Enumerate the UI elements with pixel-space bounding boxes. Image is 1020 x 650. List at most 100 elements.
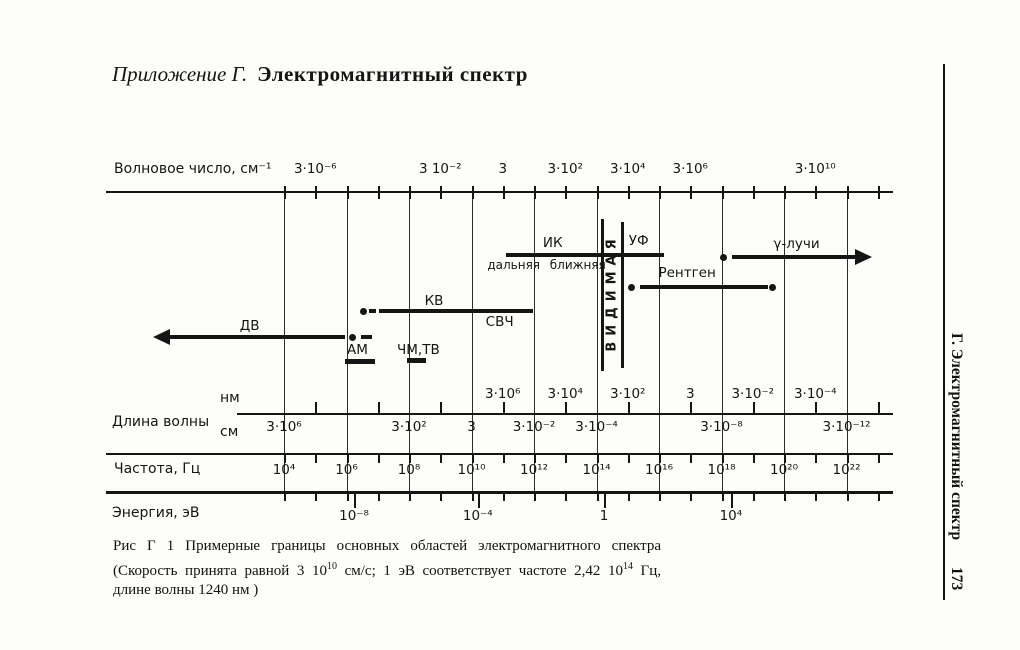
energy-tick	[730, 494, 733, 508]
axis-tick	[315, 186, 318, 199]
energy-tick-label: 1	[599, 508, 609, 524]
grid-line	[596, 193, 598, 493]
sidebar-rule	[943, 64, 945, 600]
frequency-tick-label: 10¹⁶	[644, 462, 673, 478]
band-label: γ-лучи	[773, 236, 820, 252]
grid-line	[534, 193, 535, 493]
band-label: ИК	[542, 235, 563, 251]
frequency-tick-label: 10¹⁸	[707, 462, 736, 478]
page-title: Приложение Г. Электромагнитный спектр	[112, 62, 528, 87]
arrowhead-right-icon	[854, 249, 872, 265]
axis-tick	[596, 455, 599, 463]
axis-tick	[565, 494, 568, 501]
axis-tick	[815, 455, 818, 463]
axis-tick	[346, 186, 349, 199]
wavelength-cm-tick-label: 3	[467, 419, 476, 435]
energy-axis-label: Энергия, эВ	[112, 505, 200, 521]
appendix-title: Электромагнитный спектр	[257, 62, 528, 86]
energy-tick	[354, 494, 356, 508]
axis-tick	[502, 186, 505, 199]
wavenumber-tick-label: 3·10⁶	[672, 161, 708, 177]
wavenumber-tick-label: 3·10⁴	[610, 161, 646, 177]
axis-tick	[877, 402, 880, 413]
frequency-tick-label: 10²⁰	[769, 462, 798, 478]
wavelength-cm-tick-label: 3·10⁶	[266, 419, 302, 435]
axis-tick	[815, 494, 818, 501]
frequency-axis-line	[106, 453, 893, 455]
axis-tick	[627, 494, 630, 501]
band-label: ЧМ,ТВ	[397, 342, 440, 358]
grid-line	[346, 193, 348, 493]
grid-line	[659, 193, 660, 493]
axis-tick	[377, 494, 380, 501]
wavelength-nm-unit-label: нм	[220, 390, 240, 406]
frequency-tick-label: 10¹⁰	[457, 462, 486, 478]
frequency-tick-label: 10²²	[832, 462, 861, 478]
axis-tick	[846, 455, 849, 463]
band-dot	[349, 333, 357, 341]
axis-tick	[627, 402, 630, 413]
wavenumber-tick-label: 3·10¹⁰	[794, 161, 836, 177]
axis-tick	[346, 455, 349, 463]
band-line	[731, 255, 856, 259]
arrowhead-left-icon	[153, 329, 170, 345]
band-label: ближняя	[549, 258, 606, 272]
axis-tick	[690, 455, 693, 463]
axis-tick	[690, 402, 693, 413]
frequency-tick-label: 10⁴	[272, 462, 296, 478]
axis-tick	[784, 455, 786, 463]
axis-tick	[846, 494, 849, 501]
axis-tick	[534, 186, 536, 199]
band-line	[360, 335, 373, 339]
band-dot	[719, 253, 727, 261]
axis-tick	[284, 494, 286, 501]
band-label: КВ	[424, 293, 444, 309]
axis-tick	[784, 186, 786, 199]
axis-tick	[409, 186, 411, 199]
wavelength-cm-tick-label: 3·10⁻¹²	[822, 419, 871, 435]
axis-tick	[784, 494, 786, 501]
frequency-tick-label: 10¹²	[519, 462, 548, 478]
axis-tick	[565, 402, 568, 413]
axis-tick	[471, 186, 474, 199]
energy-tick-label: 10⁴	[719, 508, 743, 524]
band-line	[640, 285, 768, 289]
axis-tick	[627, 186, 630, 199]
axis-tick	[565, 455, 568, 463]
grid-line	[284, 193, 285, 493]
band-label: Рентген	[658, 265, 716, 281]
band-dot	[359, 307, 367, 315]
caption-line: Рис Г 1 Примерные границы основных облас…	[113, 538, 661, 554]
frequency-axis-label: Частота, Гц	[114, 461, 201, 477]
wavelength-nm-tick-label: 3	[685, 386, 695, 402]
axis-tick	[440, 186, 443, 199]
page-number: 173	[948, 567, 965, 591]
axis-tick	[377, 402, 380, 413]
band-line	[169, 335, 345, 339]
axis-tick	[377, 186, 380, 199]
wavelength-nm-tick-label: 3·10⁴	[547, 386, 583, 402]
frequency-tick-label: 10¹⁴	[582, 462, 611, 478]
axis-tick	[315, 455, 318, 463]
band-boundary-line	[600, 219, 604, 371]
axis-tick	[690, 494, 693, 501]
axis-tick	[659, 494, 661, 501]
grid-line	[471, 193, 473, 493]
axis-tick	[409, 455, 411, 463]
frequency-tick-label: 10⁸	[397, 462, 421, 478]
axis-tick	[721, 455, 724, 463]
band-line	[369, 309, 376, 313]
band-line	[344, 359, 375, 364]
band-dot	[768, 283, 776, 291]
axis-tick	[471, 455, 474, 463]
band-label: СВЧ	[485, 314, 514, 330]
appendix-label: Приложение Г.	[112, 62, 248, 86]
grid-line	[409, 193, 410, 493]
wavenumber-tick-label: 3	[498, 161, 508, 177]
wavelength-cm-tick-label: 3·10⁻⁴	[575, 419, 618, 435]
energy-tick-label: 10⁻⁴	[462, 508, 493, 524]
wavenumber-tick-label: 3·10²	[547, 161, 583, 177]
figure-caption: Рис Г 1 Примерные границы основных облас…	[113, 537, 661, 601]
